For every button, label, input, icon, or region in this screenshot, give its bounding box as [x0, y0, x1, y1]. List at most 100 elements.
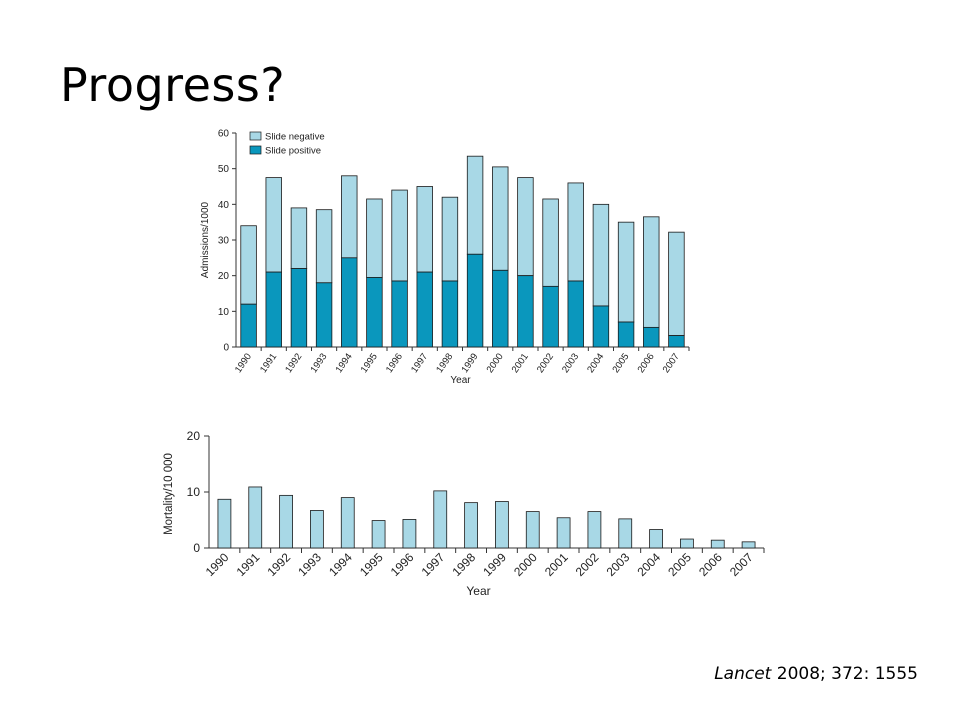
- bar-slide-positive: [542, 285, 559, 348]
- bar-slide-positive: [391, 280, 408, 348]
- citation-journal: Lancet: [714, 664, 772, 684]
- bar-slide-positive: [416, 271, 433, 348]
- bar-mortality: [310, 510, 324, 549]
- bar-mortality: [433, 490, 448, 549]
- bar-slide-positive: [567, 280, 584, 348]
- y-tick-label: 20: [187, 429, 201, 443]
- x-tick-label: 2001: [542, 550, 571, 579]
- x-tick-label: 1996: [384, 351, 405, 375]
- x-tick-label: 1996: [388, 550, 417, 579]
- slide-title: Progress?: [60, 58, 286, 112]
- x-tick-label: 2004: [585, 351, 606, 375]
- legend-swatch-slide-positive: [249, 145, 262, 155]
- x-tick-label: 2007: [727, 550, 756, 579]
- x-tick-label: 1999: [459, 351, 480, 375]
- x-tick-label: 2002: [573, 550, 602, 579]
- y-tick-label: 60: [218, 129, 230, 140]
- x-tick-label: 1995: [359, 351, 380, 375]
- x-tick-label: 1990: [203, 550, 232, 579]
- bar-slide-negative: [592, 203, 610, 307]
- legend-swatch-slide-negative: [249, 131, 262, 141]
- x-tick-label: 1997: [419, 550, 448, 579]
- bar-slide-negative: [265, 177, 282, 273]
- y-tick-label: 50: [218, 164, 230, 175]
- bar-mortality: [525, 511, 540, 549]
- bar-slide-positive: [240, 303, 257, 348]
- x-tick-label: 2003: [560, 351, 581, 375]
- bar-slide-negative: [315, 209, 333, 284]
- bar-mortality: [279, 494, 293, 549]
- bar-mortality: [680, 538, 694, 549]
- bar-slide-negative: [366, 198, 383, 278]
- x-tick-label: 1993: [308, 351, 329, 375]
- bar-mortality: [402, 519, 417, 549]
- bar-slide-negative: [492, 166, 509, 271]
- x-tick-label: 1993: [295, 550, 324, 579]
- y-tick-label: 0: [193, 541, 200, 555]
- y-axis-label: Admissions/1000: [200, 201, 211, 278]
- bar-slide-negative: [441, 196, 459, 282]
- x-tick-label: 1991: [258, 351, 279, 375]
- bar-mortality: [371, 520, 386, 549]
- bar-slide-negative: [290, 207, 308, 269]
- x-tick-label: 1997: [409, 351, 430, 375]
- citation-details: 2008; 372: 1555: [771, 664, 918, 684]
- y-tick-label: 20: [218, 271, 230, 282]
- bar-slide-negative: [391, 189, 408, 282]
- x-tick-label: 1995: [357, 550, 386, 579]
- x-tick-label: 2004: [634, 550, 663, 579]
- y-tick-label: 40: [218, 200, 230, 211]
- bar-mortality: [618, 518, 633, 549]
- bar-slide-negative: [341, 175, 358, 259]
- bar-mortality: [217, 498, 232, 549]
- bar-slide-negative: [517, 177, 534, 277]
- x-tick-label: 2007: [661, 351, 682, 375]
- x-tick-label: 1998: [434, 351, 455, 375]
- bar-slide-positive: [341, 257, 358, 348]
- bar-slide-negative: [668, 231, 685, 336]
- x-tick-label: 1998: [449, 550, 478, 579]
- legend-label-slide-negative: Slide negative: [265, 132, 325, 143]
- x-axis-label: Year: [450, 375, 471, 386]
- x-tick-label: 1992: [264, 550, 293, 579]
- bar-slide-positive: [441, 280, 459, 348]
- x-tick-label: 2000: [511, 550, 540, 579]
- bar-mortality: [248, 486, 263, 549]
- bar-slide-positive: [492, 269, 509, 348]
- bar-slide-negative: [643, 216, 660, 328]
- bar-mortality: [741, 541, 756, 549]
- bar-mortality: [556, 517, 571, 549]
- bar-slide-positive: [290, 268, 308, 348]
- x-tick-label: 1999: [480, 550, 509, 579]
- x-tick-label: 2005: [610, 351, 631, 375]
- y-tick-label: 30: [218, 236, 230, 247]
- bar-slide-negative: [240, 225, 257, 305]
- x-tick-label: 1991: [234, 550, 263, 579]
- legend-label-slide-positive: Slide positive: [265, 146, 321, 157]
- x-tick-label: 1992: [283, 351, 304, 375]
- x-tick-label: 1994: [334, 351, 355, 375]
- x-tick-label: 1990: [233, 351, 254, 375]
- bar-mortality: [587, 511, 602, 549]
- x-tick-label: 2000: [485, 351, 506, 375]
- bar-mortality: [495, 501, 509, 549]
- bar-slide-positive: [265, 271, 282, 348]
- bar-slide-positive: [366, 277, 383, 348]
- bar-mortality: [464, 502, 478, 549]
- citation: Lancet 2008; 372: 1555: [714, 664, 918, 684]
- bar-mortality: [649, 529, 663, 549]
- bar-slide-positive: [315, 282, 333, 348]
- x-tick-label: 1994: [326, 550, 355, 579]
- bar-slide-positive: [643, 326, 660, 348]
- y-axis-label: Mortality/10 000: [163, 453, 175, 535]
- bar-mortality: [340, 497, 355, 549]
- bar-slide-negative: [466, 155, 484, 255]
- x-tick-label: 2006: [636, 351, 657, 375]
- bar-slide-positive: [592, 305, 610, 348]
- x-tick-label: 2005: [665, 550, 694, 579]
- x-tick-label: 2003: [604, 550, 633, 579]
- bar-slide-positive: [617, 321, 635, 348]
- y-tick-label: 10: [218, 307, 230, 318]
